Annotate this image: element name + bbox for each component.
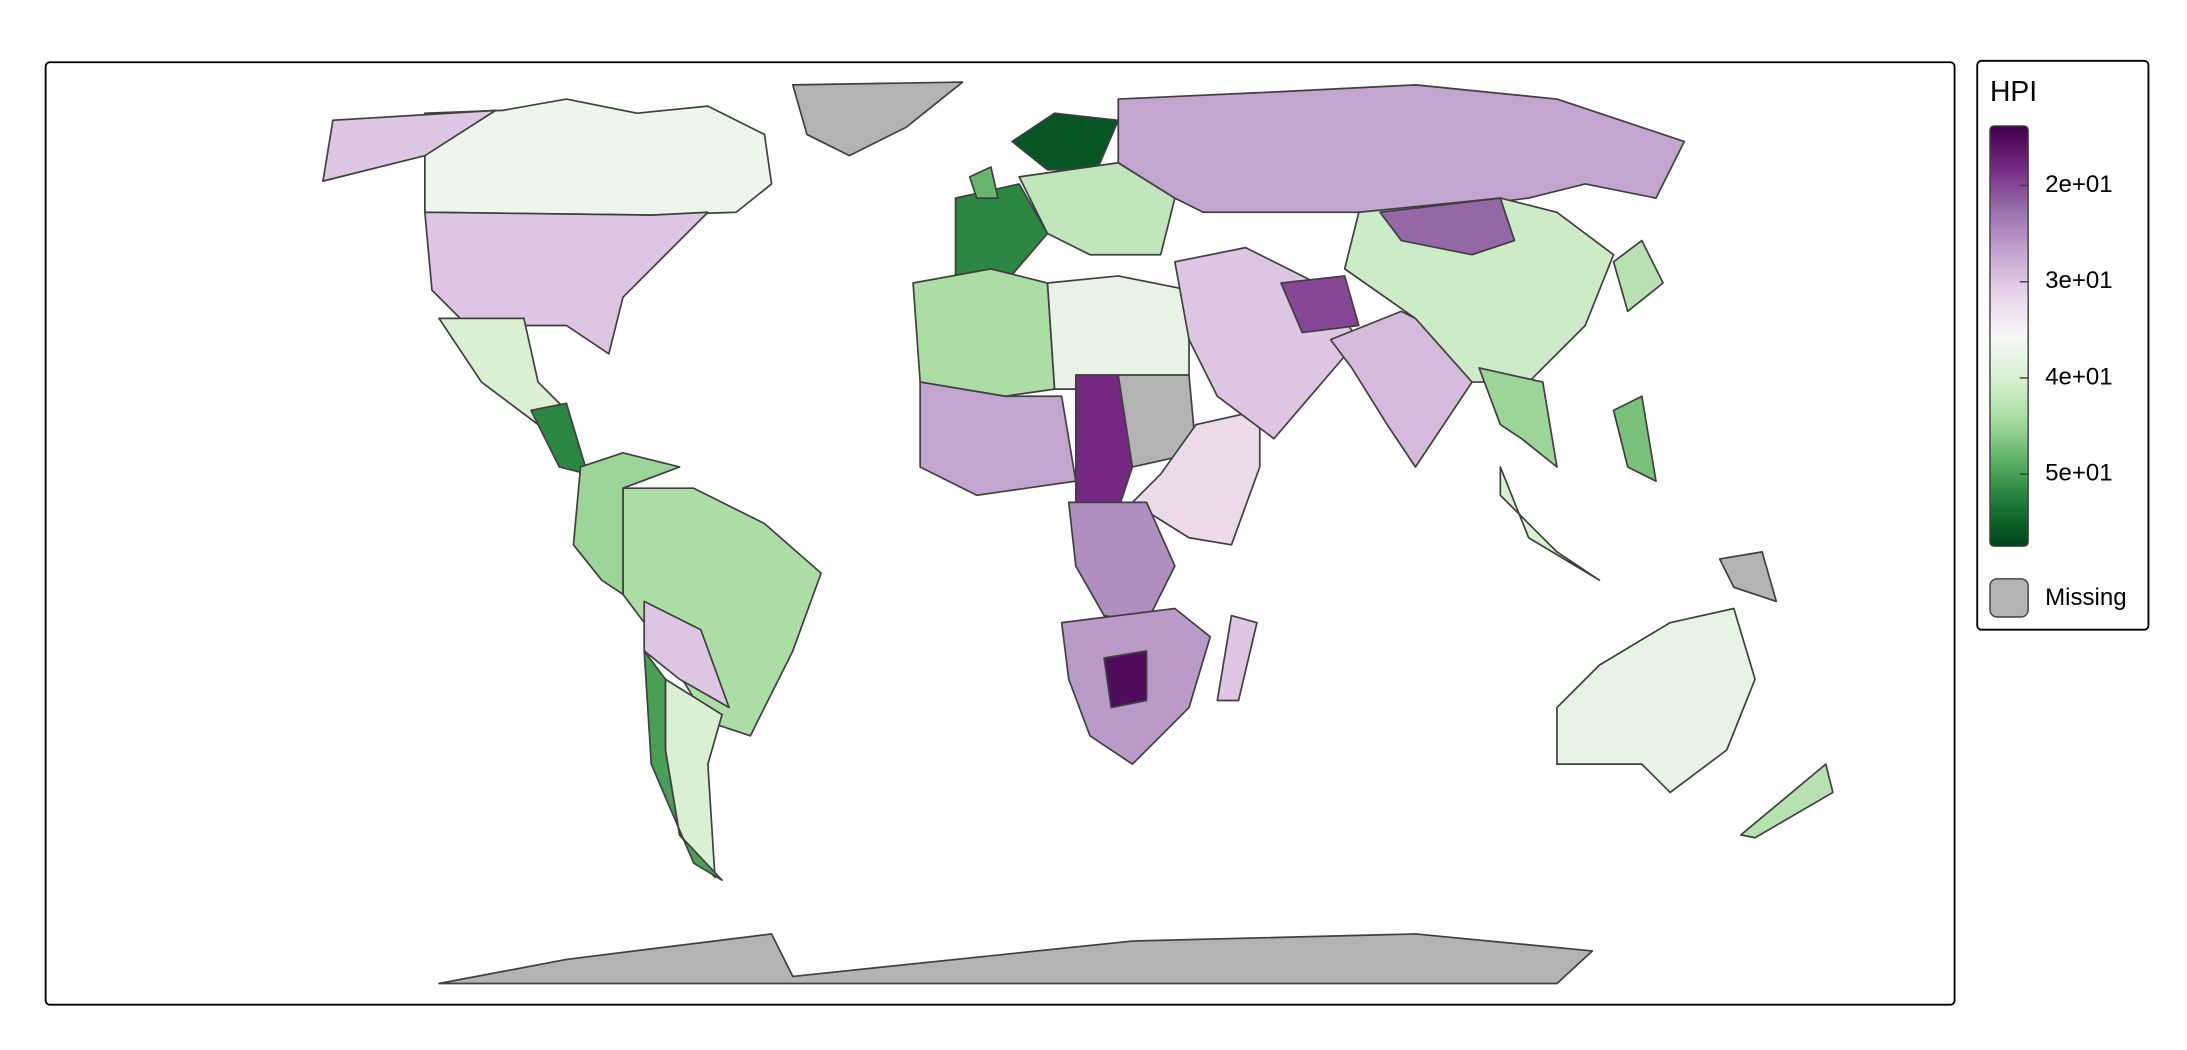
region: [1103, 650, 1148, 709]
region: [791, 81, 964, 157]
region: [1046, 275, 1190, 390]
region: [572, 451, 681, 596]
region: [912, 268, 1056, 398]
region: [968, 166, 999, 199]
colorbar: [1989, 125, 2029, 547]
tick-label: 4e+01: [2045, 363, 2113, 390]
region: [1216, 614, 1258, 702]
region: [643, 650, 723, 882]
region: [322, 109, 497, 182]
region: [1740, 763, 1834, 839]
missing-label: Missing: [2045, 584, 2127, 611]
region: [643, 600, 730, 709]
tick-label: 3e+01: [2045, 267, 2113, 294]
region: [1478, 367, 1558, 468]
tick-label: 5e+01: [2045, 459, 2113, 486]
region: [1499, 466, 1601, 582]
region: [954, 183, 1049, 284]
region: [919, 381, 1077, 497]
region: [1379, 197, 1516, 256]
region: [1556, 607, 1756, 794]
regions: [322, 81, 1834, 985]
region: [1718, 551, 1778, 603]
region: [1280, 275, 1360, 334]
tick-label: 2e+01: [2045, 171, 2113, 198]
region: [1011, 112, 1120, 171]
missing-swatch: [1989, 578, 2029, 618]
legend-title: HPI: [1990, 75, 2037, 107]
region: [1343, 197, 1615, 383]
region: [1612, 239, 1664, 313]
region: [1117, 84, 1686, 214]
region: [438, 933, 1594, 985]
region: [1612, 395, 1657, 482]
region: [1074, 374, 1134, 511]
